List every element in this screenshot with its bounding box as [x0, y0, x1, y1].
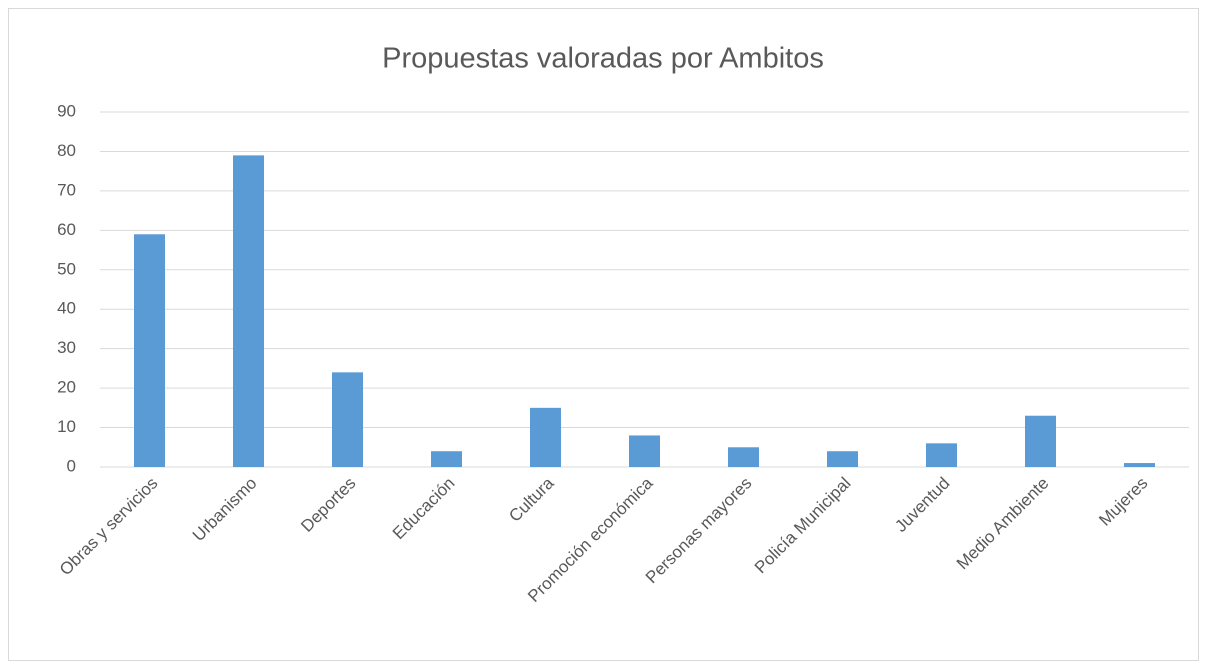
y-tick-label: 20 — [57, 378, 76, 397]
bar — [530, 407, 561, 467]
y-tick-label: 40 — [57, 299, 76, 318]
bar — [332, 372, 363, 467]
y-tick-label: 50 — [57, 259, 76, 278]
bar — [233, 155, 264, 467]
bar — [728, 447, 759, 467]
bar — [926, 443, 957, 467]
chart-border — [8, 8, 1199, 661]
bar — [1124, 463, 1155, 467]
bar — [629, 435, 660, 467]
bar — [134, 234, 165, 467]
y-tick-label: 30 — [57, 338, 76, 357]
y-tick-label: 90 — [57, 101, 76, 120]
bar — [431, 451, 462, 467]
y-tick-label: 10 — [57, 417, 76, 436]
bar — [1025, 415, 1056, 467]
bar — [827, 451, 858, 467]
y-tick-label: 80 — [57, 141, 76, 160]
y-tick-label: 70 — [57, 180, 76, 199]
y-tick-label: 60 — [57, 220, 76, 239]
chart-title: Propuestas valoradas por Ambitos — [382, 43, 824, 75]
y-tick-label: 0 — [67, 456, 76, 475]
